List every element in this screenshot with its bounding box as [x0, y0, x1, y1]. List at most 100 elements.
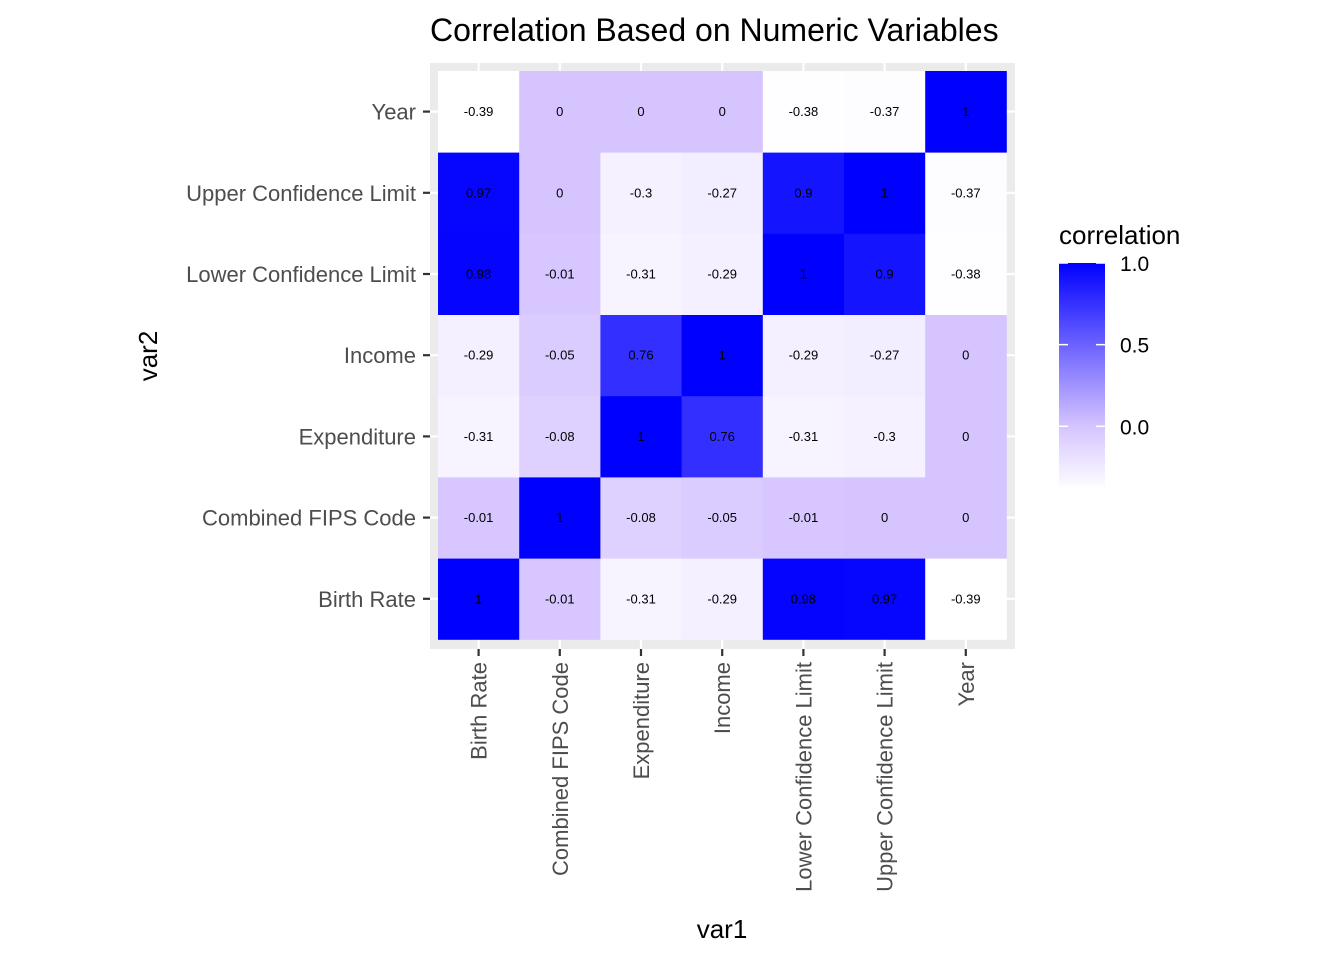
heatmap-cell: [925, 558, 1007, 640]
cell-value-label: -0.31: [626, 267, 656, 282]
cell-value-label: -0.27: [870, 348, 900, 363]
heatmap-cell: [519, 314, 601, 397]
x-tick-label: Lower Confidence Limit: [791, 662, 816, 892]
cell-value-label: 1: [556, 510, 563, 525]
cell-value-label: -0.31: [626, 591, 656, 606]
legend: correlation 1.0 0.5 0.0: [1059, 220, 1180, 490]
cell-value-label: 1: [962, 104, 969, 119]
cell-value-label: -0.31: [789, 429, 819, 444]
heatmap-cell: [925, 314, 1007, 397]
x-tick-label: Expenditure: [629, 662, 654, 779]
cell-value-label: -0.01: [545, 267, 575, 282]
cell-value-label: -0.08: [545, 429, 575, 444]
cell-value-label: -0.29: [707, 267, 737, 282]
y-tick-label: Expenditure: [299, 424, 416, 449]
y-tick-label: Combined FIPS Code: [202, 506, 416, 531]
heatmap-cell: [762, 477, 845, 559]
cell-value-label: 0: [881, 510, 888, 525]
y-axis-title: var2: [133, 331, 163, 382]
legend-title: correlation: [1059, 220, 1180, 250]
heatmap-cell: [600, 395, 682, 478]
x-tick-label: Upper Confidence Limit: [873, 662, 898, 892]
cell-value-label: -0.3: [873, 429, 895, 444]
y-tick-label: Birth Rate: [318, 587, 416, 612]
heatmap-cell: [438, 477, 520, 559]
heatmap-cell: [762, 71, 845, 153]
heatmap-cell: [519, 558, 601, 640]
chart-title: Correlation Based on Numeric Variables: [430, 12, 999, 48]
cell-value-label: 0.97: [872, 591, 897, 606]
x-tick-label: Year: [954, 662, 979, 706]
heatmap-cell: [844, 314, 926, 397]
cell-value-label: 0: [962, 348, 969, 363]
heatmap-cell: [681, 395, 764, 478]
heatmap-cell: [762, 395, 845, 478]
heatmap-cell: [681, 558, 764, 640]
cell-value-label: -0.27: [707, 185, 737, 200]
x-axis: Birth Rate Combined FIPS Code Expenditure I…: [467, 649, 979, 892]
cell-value-label: -0.39: [951, 591, 981, 606]
heatmap-cell: [762, 558, 845, 640]
cell-value-label: 0: [962, 510, 969, 525]
cell-value-label: 0: [637, 104, 644, 119]
cell-value-label: 1: [475, 591, 482, 606]
heatmap-cell: [600, 152, 682, 234]
cell-value-label: 1: [719, 348, 726, 363]
heatmap-cell: [600, 314, 682, 397]
cell-value-label: -0.01: [464, 510, 494, 525]
cell-value-label: -0.01: [789, 510, 819, 525]
cell-value-label: -0.31: [464, 429, 494, 444]
heatmap-cell: [681, 314, 764, 397]
legend-tick-label: 0.5: [1120, 335, 1149, 358]
x-axis-title: var1: [697, 914, 748, 944]
heatmap-cell: [925, 71, 1007, 153]
heatmap-cell: [762, 152, 845, 234]
legend-tick-label: 0.0: [1120, 416, 1149, 439]
y-tick-label: Year: [372, 100, 416, 125]
heatmap-cell: [438, 395, 520, 478]
cell-value-label: -0.29: [707, 591, 737, 606]
cell-value-label: 1: [881, 185, 888, 200]
cell-value-label: 0: [719, 104, 726, 119]
heatmap-cell: [438, 71, 520, 153]
cell-value-label: -0.3: [630, 185, 652, 200]
heatmap-cell: [519, 477, 601, 559]
heatmap-cell: [844, 71, 926, 153]
legend-colorbar: [1059, 263, 1105, 490]
heatmap-cell: [844, 152, 926, 234]
cell-value-label: -0.05: [545, 348, 575, 363]
heatmap-cell: [600, 71, 682, 153]
cell-value-label: 0: [556, 185, 563, 200]
heatmap-cell: [762, 233, 845, 315]
cell-value-label: 0.97: [466, 185, 491, 200]
heatmap-cell: [519, 233, 601, 315]
x-tick-label: Combined FIPS Code: [548, 662, 573, 876]
heatmap-cell: [925, 152, 1007, 234]
cell-value-label: -0.39: [464, 104, 494, 119]
cell-value-label: -0.05: [707, 510, 737, 525]
heatmap-cell: [681, 477, 764, 559]
heatmap-cell: [844, 558, 926, 640]
cell-value-label: -0.29: [464, 348, 494, 363]
y-axis: Birth Rate Combined FIPS Code Expenditure I…: [186, 100, 430, 612]
x-tick-label: Income: [710, 662, 735, 734]
cell-value-label: -0.38: [951, 267, 981, 282]
cell-value-label: 0.98: [791, 591, 816, 606]
heatmap-cell: [925, 233, 1007, 315]
y-tick-label: Income: [344, 343, 416, 368]
heatmap-cell: [519, 395, 601, 478]
x-tick-label: Birth Rate: [467, 662, 492, 760]
heatmap-cell: [438, 233, 520, 315]
heatmap-cell: [600, 233, 682, 315]
heatmap-cell: [681, 71, 764, 153]
cell-value-label: 0: [962, 429, 969, 444]
heatmap-cell: [600, 477, 682, 559]
cell-value-label: 0.76: [628, 348, 653, 363]
cell-value-label: 0: [556, 104, 563, 119]
heatmap-cell: [438, 152, 520, 234]
cell-value-label: 0.98: [466, 267, 491, 282]
heatmap-cell: [844, 233, 926, 315]
cell-value-label: 1: [800, 267, 807, 282]
cell-value-label: -0.38: [789, 104, 819, 119]
